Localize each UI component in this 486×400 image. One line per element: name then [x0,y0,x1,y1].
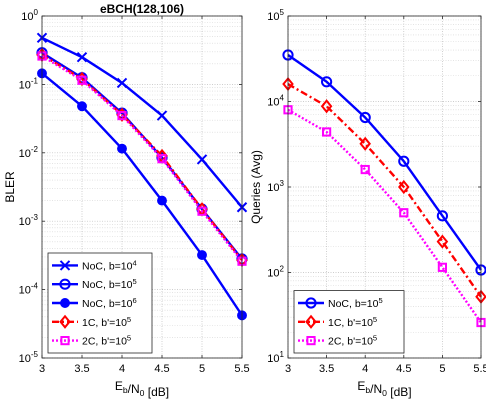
data-point [436,210,448,222]
legend-entry: 2C, b'=105 [298,334,377,348]
series-1 [36,32,248,213]
legend-marker [59,314,71,329]
x-axis-label: Eb/N0 [dB] [115,379,169,399]
series-line [287,83,482,298]
x-tick-label: 5.5 [473,363,486,375]
x-tick-label: 3 [285,363,291,375]
data-point [359,136,371,151]
legend-label: 1C, b'=105 [82,315,131,329]
y-axis-label: BLER [3,171,17,203]
legend-marker [60,336,70,346]
axes-frame [41,15,243,359]
series-4 [36,47,248,268]
y-tick-label: 104 [267,94,284,109]
legend-entry: 1C, b'=105 [298,314,377,329]
data-point [117,110,127,121]
y-tick-label: 101 [267,350,284,365]
legend-label: 2C, b'=105 [328,334,377,348]
data-point [436,234,449,249]
legend-entry: NoC, b=105 [298,296,383,310]
series-line [287,108,482,324]
series-line [287,53,482,271]
series-line [41,54,243,262]
legend-marker [59,278,71,290]
chart-title: eBCH(128,106) [100,2,184,16]
x-tick-label: 3 [39,363,45,375]
chart-2: 3 3.5 4 4.5 5 5.5 101 102 103 104 105 Eb/N0 [dB] Que… [249,8,486,399]
data-point [116,77,128,89]
legend-entry: NoC, b=105 [52,277,137,291]
data-point [156,110,168,121]
x-tick-label: 4.5 [154,363,169,375]
data-point [197,250,207,260]
series-line [41,53,243,261]
y-tick-label: 10-4 [19,282,39,297]
y-tick-label: 105 [267,8,284,23]
legend-marker [305,297,317,309]
x-tick-label: 3.5 [319,363,334,375]
data-point [359,111,371,124]
data-point [398,155,410,167]
series-line [41,72,244,317]
y-tick-label: 103 [267,179,284,194]
y-tick-label: 10-3 [19,213,39,228]
data-point [77,101,87,112]
legend-entry: 2C, b'=105 [52,334,131,348]
legend-marker [60,298,70,308]
data-point [399,208,409,218]
legend-label: NoC, b=105 [328,296,383,310]
axes: 3 3.5 4 4.5 5 5.5 10-5 10-4 10-3 10-2 10-1 100 [19,8,250,375]
legend-label: 1C, b'=105 [328,315,377,329]
y-tick-label: 10-1 [19,76,39,91]
legend-label: NoC, b=104 [82,258,137,272]
axes: 3 3.5 4 4.5 5 5.5 101 102 103 104 105 [267,8,486,375]
x-tick-label: 5 [439,363,445,375]
data-point [197,206,207,216]
y-tick-label: 10-2 [19,145,39,160]
data-point [437,262,447,272]
legend-marker [59,260,71,271]
legend-marker [306,336,316,346]
legend-label: 2C, b'=105 [82,334,131,348]
data-point [321,76,333,88]
data-point [157,154,167,164]
x-tick-label: 5 [199,363,205,375]
x-tick-label: 4 [362,363,368,375]
y-tick-label: 102 [267,265,284,280]
data-point [77,75,87,85]
legend-entry: 1C, b'=105 [52,314,131,329]
legend: NoC, b=105 1C, b'=105 2C, b'=105 [293,290,405,354]
y-tick-label: 100 [21,8,38,23]
y-axis-label: Queries (Avg) [249,150,263,224]
data-point [360,164,370,175]
legend-box [293,290,405,354]
data-point [322,127,332,137]
x-axis-label: Eb/N0 [dB] [357,379,411,399]
data-point [117,143,127,154]
series-3 [283,105,486,328]
chart-1: 3 3.5 4 4.5 5 5.5 10-5 10-4 10-3 10-2 10-1 100 eBCH(… [3,2,250,399]
legend: NoC, b=104 NoC, b=105 NoC, b=106 1C, b'=105… [47,252,153,354]
data-point [157,195,167,206]
legend-entry: NoC, b=104 [52,258,137,272]
data-point [76,51,88,63]
series-1 [282,49,486,276]
series-line [41,36,243,209]
legend-entry: NoC, b=106 [52,296,137,310]
legend-label: NoC, b=106 [82,296,137,310]
x-tick-label: 4 [119,363,125,375]
series-2 [282,76,486,304]
x-tick-label: 3.5 [74,363,89,375]
legend-label: NoC, b=105 [82,277,137,291]
data-point [320,99,333,114]
x-tick-label: 5.5 [234,363,249,375]
data-point [398,179,410,195]
legend-marker [305,314,317,329]
data-point [196,154,208,165]
y-tick-label: 10-5 [19,350,39,365]
x-tick-label: 4.5 [396,363,411,375]
